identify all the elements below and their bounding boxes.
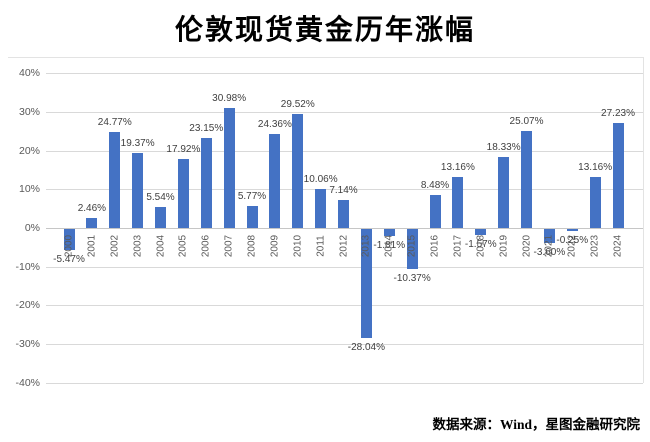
y-axis-tick-label: 30% [18,105,40,118]
bar-value-label: 30.98% [212,93,247,105]
x-axis-year-label: 2000 [63,234,75,258]
bar [315,189,327,228]
x-axis-year-label: 2001 [86,234,98,258]
bar [521,130,532,228]
bar-value-label: 19.37% [120,138,155,150]
bar-value-label: 13.16% [578,162,613,174]
y-axis-tick-label: 10% [18,183,40,196]
bar [269,133,281,228]
bar-value-label: -1.57% [464,239,497,251]
bar-value-label: -5.47% [53,254,85,266]
x-axis-year-label: 2004 [155,234,166,258]
y-axis-tick-label: 40% [18,67,40,80]
x-axis-year-label: 2022 [566,234,578,258]
gridline [46,382,643,384]
bar-value-label: 5.54% [146,191,175,203]
bar-value-label: 27.23% [601,107,635,119]
bar-value-label: -1.81% [373,240,406,251]
x-axis-year-label: 2013 [360,234,372,258]
bar [86,218,98,228]
bar [429,195,441,228]
bar [338,200,349,228]
gridline [46,228,643,229]
bar [452,177,464,228]
plot-area-top-border [8,57,644,58]
bar-value-label: 13.16% [440,162,475,174]
bar [612,122,624,228]
gridline [46,305,643,307]
bar [589,177,601,228]
x-axis-year-label: 2003 [132,234,144,258]
bar-value-label: -3.60% [533,246,566,258]
bar [360,229,372,338]
bar-value-label: 25.07% [509,115,544,127]
bar-value-label: 2.46% [77,203,107,215]
data-source-note: 数据来源：Wind，星图金融研究院 [432,417,640,432]
gridline [46,344,643,346]
bar [177,158,189,228]
x-axis-year-label: 2008 [246,234,258,258]
y-axis-tick-label: 20% [18,144,40,157]
bar [109,132,121,228]
bar [543,229,555,243]
bar [475,229,487,236]
x-axis-year-label: 2017 [452,234,464,258]
gridline [46,150,643,152]
plot-area-right-border [643,57,644,383]
gridline [46,266,643,268]
y-axis-tick-label: -30% [15,338,40,351]
bar [406,229,418,270]
bar-value-label: -0.25% [556,234,589,246]
x-axis-year-label: 2016 [429,234,441,258]
bar-value-label: 29.52% [280,98,315,110]
y-axis-tick-label: -20% [15,299,40,312]
bar [383,229,395,236]
bar [566,229,578,231]
x-axis-year-label: 2012 [338,234,349,258]
gridline [46,189,643,191]
x-axis-year-label: 2015 [406,234,418,258]
bar-value-label: 5.77% [237,190,267,202]
chart-title: 伦敦现货黄金历年涨幅 [174,15,475,46]
bar [200,138,212,228]
x-axis-year-label: 2007 [223,234,235,258]
x-axis-year-label: 2005 [177,234,189,258]
x-axis-year-label: 2010 [292,234,304,258]
x-axis-year-label: 2014 [383,234,395,258]
gridline [46,73,643,75]
x-axis-year-label: 2002 [109,234,121,258]
x-axis-year-label: 2019 [498,234,510,258]
bar [63,229,75,251]
bar-value-label: 23.15% [189,123,224,135]
bar-value-label: 8.48% [420,180,450,192]
bar [498,157,510,228]
bar-value-label: 24.36% [257,118,292,130]
bar [292,113,304,228]
y-axis-tick-label: -40% [15,376,40,389]
x-axis-year-label: 2006 [200,234,212,258]
x-axis-year-label: 2018 [475,234,487,258]
bar [155,206,166,228]
bar-value-label: 18.33% [486,142,521,154]
y-axis-tick-label: 0% [24,222,40,234]
bar [132,153,144,228]
gridline [46,111,643,113]
x-axis-year-label: 2020 [521,234,532,258]
bar-value-label: 7.14% [329,185,358,197]
x-axis-year-label: 2021 [543,234,555,258]
bar-value-label: 17.92% [166,143,201,155]
y-axis-tick-label: -10% [15,260,40,273]
bar [223,108,235,228]
x-axis-year-label: 2024 [612,234,624,258]
bar [246,205,258,228]
x-axis-year-label: 2009 [269,234,281,258]
bar-value-label: 10.06% [303,174,338,186]
bar-value-label: -28.04% [347,341,385,353]
x-axis-year-label: 2023 [589,234,601,258]
bar-value-label: 24.77% [97,117,132,129]
x-axis-year-label: 2011 [315,235,327,257]
bar-value-label: -10.37% [393,273,431,285]
